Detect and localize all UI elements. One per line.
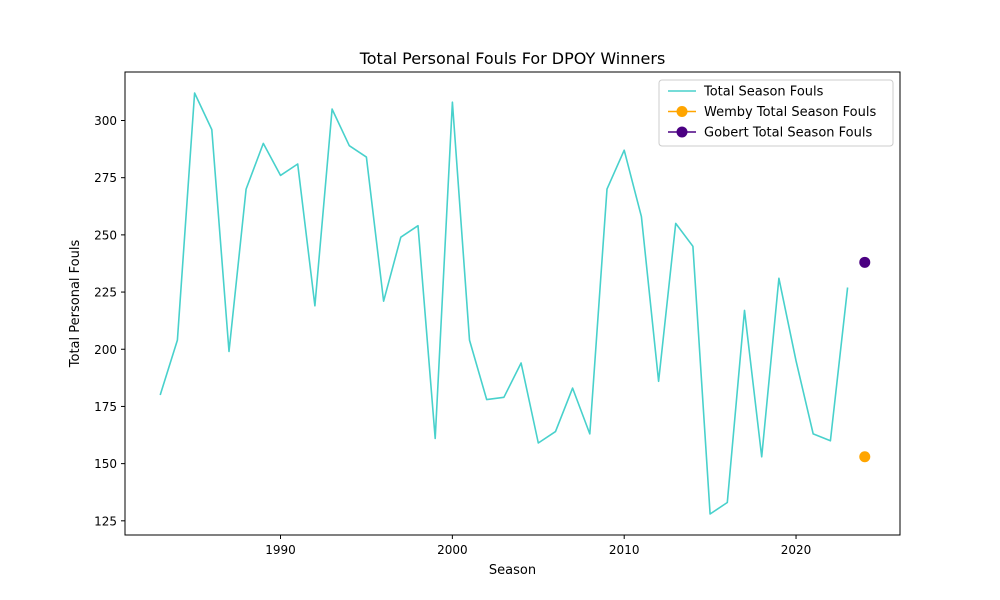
y-tick-label-250: 250	[94, 228, 117, 242]
legend: Total Season Fouls Wemby Total Season Fou…	[658, 79, 894, 147]
legend-label-0: Total Season Fouls	[703, 85, 824, 100]
x-tick-label-2010: 2010	[609, 543, 640, 557]
x-tick-label-2000: 2000	[437, 543, 468, 557]
y-tick-label-175: 175	[94, 400, 117, 414]
legend-marker-2	[676, 126, 688, 138]
y-tick-label-200: 200	[94, 343, 117, 357]
series-marker-1-0	[859, 451, 871, 463]
legend-marker-1	[676, 106, 688, 117]
plot-area: 1990 2000 2010 2020 125 150 175 200 225 250 275 300	[94, 92, 871, 557]
legend-label-2: Gobert Total Season Fouls	[704, 126, 872, 141]
chart-title: Total Personal Fouls For DPOY Winners	[359, 49, 666, 68]
legend-label-1: Wemby Total Season Fouls	[704, 105, 876, 120]
legend-box	[658, 79, 894, 147]
y-tick-label-225: 225	[94, 286, 117, 300]
y-tick-label-150: 150	[94, 457, 117, 471]
y-tick-label-300: 300	[94, 114, 117, 128]
y-axis-label: Total Personal Fouls	[68, 240, 83, 369]
series-marker-2-0	[859, 256, 871, 268]
axes-frame	[124, 71, 901, 536]
x-axis-label: Season	[489, 563, 536, 578]
x-tick-label-2020: 2020	[781, 543, 812, 557]
x-tick-label-1990: 1990	[265, 543, 296, 557]
y-tick-label-275: 275	[94, 171, 117, 185]
series-line-total-season-fouls	[159, 92, 849, 515]
y-tick-label-125: 125	[94, 514, 117, 528]
